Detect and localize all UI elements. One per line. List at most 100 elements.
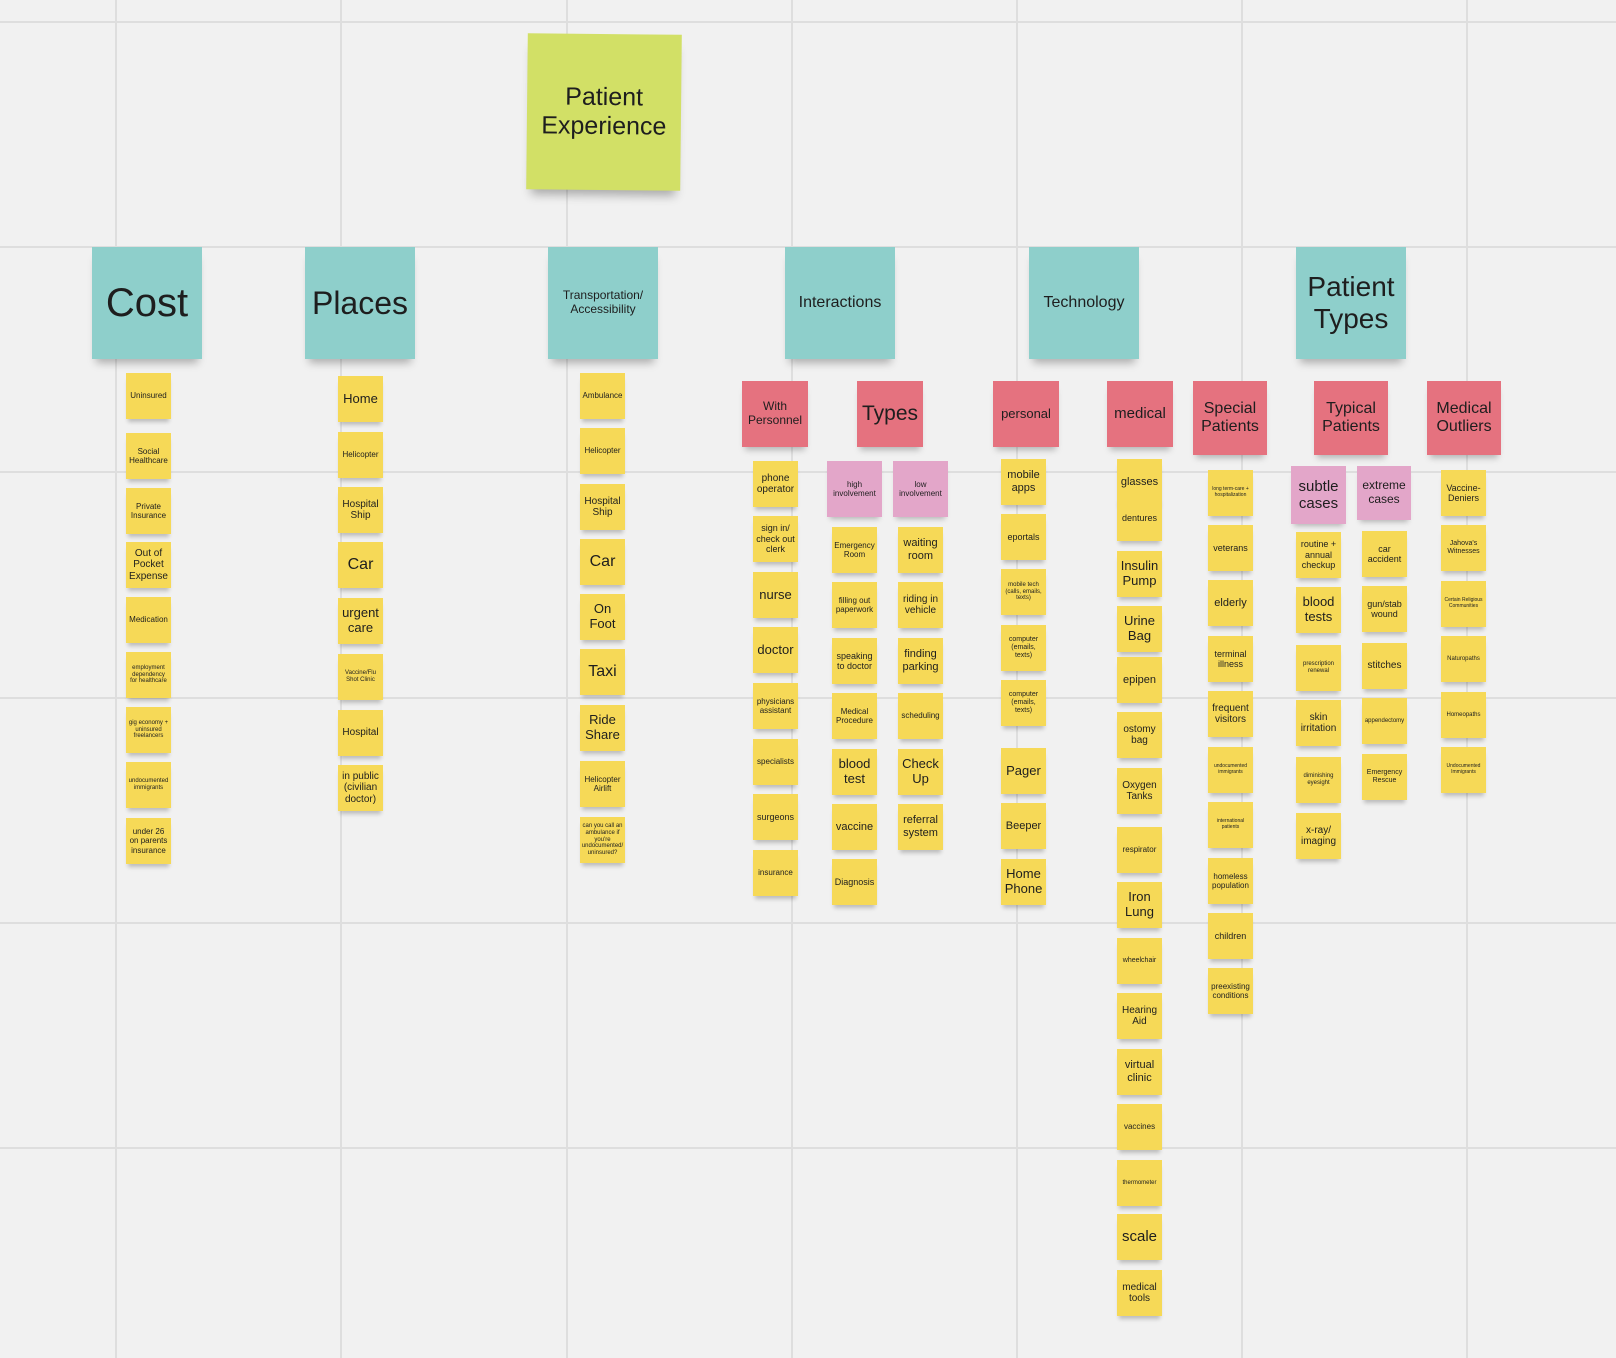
sticky-note-subcategory-medical[interactable]: medical [1107, 381, 1173, 447]
sticky-note-high-involvement[interactable]: high involvement [827, 461, 882, 517]
sticky-note[interactable]: Check Up [898, 749, 943, 795]
sticky-note[interactable]: Out of Pocket Expense [126, 542, 171, 588]
sticky-note[interactable]: wheelchair [1117, 938, 1162, 984]
sticky-note-category-cost[interactable]: Cost [92, 247, 202, 359]
sticky-note[interactable]: Vaccine/Flu Shot Clinic [338, 654, 383, 700]
sticky-note[interactable]: surgeons [753, 794, 798, 840]
sticky-note[interactable]: Car [338, 542, 383, 588]
sticky-note[interactable]: can you call an ambulance if you're undo… [580, 817, 625, 863]
sticky-note[interactable]: Helicopter [580, 428, 625, 474]
sticky-note[interactable]: long term-care + hospitalization [1208, 470, 1253, 516]
sticky-note[interactable]: appendectomy [1362, 698, 1407, 744]
sticky-note[interactable]: stitches [1362, 643, 1407, 689]
sticky-note[interactable]: blood test [832, 749, 877, 795]
sticky-note[interactable]: Hearing Aid [1117, 993, 1162, 1039]
sticky-note[interactable]: Hospital Ship [580, 484, 625, 530]
sticky-note[interactable]: mobile tech (calls, emails, texts) [1001, 569, 1046, 615]
sticky-note-category-patient-types[interactable]: Patient Types [1296, 247, 1406, 359]
sticky-note[interactable]: routine + annual checkup [1296, 532, 1341, 578]
sticky-note[interactable]: mobile apps [1001, 459, 1046, 505]
sticky-note[interactable]: international patients [1208, 802, 1253, 848]
sticky-note-category-transportation[interactable]: Transportation/ Accessibility [548, 247, 658, 359]
sticky-note[interactable]: Diagnosis [832, 859, 877, 905]
sticky-note[interactable]: Urine Bag [1117, 606, 1162, 652]
sticky-note[interactable]: Certain Religious Communities [1441, 581, 1486, 627]
sticky-note[interactable]: gun/stab wound [1362, 586, 1407, 632]
sticky-note[interactable]: speaking to doctor [832, 638, 877, 684]
sticky-note[interactable]: prescription renewal [1296, 645, 1341, 691]
sticky-note[interactable]: Vaccine-Deniers [1441, 470, 1486, 516]
sticky-note[interactable]: Jahova's Witnesses [1441, 525, 1486, 571]
sticky-note[interactable]: Ride Share [580, 705, 625, 751]
sticky-note-subcategory-special-patients[interactable]: Special Patients [1193, 381, 1267, 455]
sticky-note[interactable]: Emergency Room [832, 527, 877, 573]
sticky-note[interactable]: eportals [1001, 514, 1046, 560]
sticky-note[interactable]: phone operator [753, 461, 798, 507]
sticky-note[interactable]: Beeper [1001, 803, 1046, 849]
sticky-note[interactable]: physicians assistant [753, 683, 798, 729]
sticky-note[interactable]: ostomy bag [1117, 712, 1162, 758]
sticky-note[interactable]: preexisting conditions [1208, 968, 1253, 1014]
sticky-note[interactable]: nurse [753, 572, 798, 618]
sticky-note[interactable]: scale [1117, 1214, 1162, 1260]
sticky-note[interactable]: in public (civilian doctor) [338, 765, 383, 811]
sticky-note[interactable]: riding in vehicle [898, 582, 943, 628]
sticky-note[interactable]: Homeopaths [1441, 692, 1486, 738]
sticky-note-low-involvement[interactable]: low involvement [893, 461, 948, 517]
sticky-note[interactable]: children [1208, 913, 1253, 959]
sticky-note-category-places[interactable]: Places [305, 247, 415, 359]
sticky-note[interactable]: Car [580, 539, 625, 585]
sticky-note-category-interactions[interactable]: Interactions [785, 247, 895, 359]
sticky-note[interactable]: filling out paperwork [832, 582, 877, 628]
sticky-note-subcategory-typical-patients[interactable]: Typical Patients [1314, 381, 1388, 455]
sticky-note[interactable]: frequent visitors [1208, 691, 1253, 737]
sticky-note-subcategory-medical-outliers[interactable]: Medical Outliers [1427, 381, 1501, 455]
sticky-note[interactable]: gig economy + uninsured freelancers [126, 707, 171, 753]
sticky-note[interactable]: Home [338, 376, 383, 422]
sticky-note[interactable]: Insulin Pump [1117, 551, 1162, 597]
sticky-note[interactable]: undocumented immigrants [1208, 747, 1253, 793]
sticky-note[interactable]: specialists [753, 739, 798, 785]
sticky-note[interactable]: sign in/ check out clerk [753, 516, 798, 562]
sticky-note[interactable]: blood tests [1296, 587, 1341, 633]
sticky-note-subcategory-personal[interactable]: personal [993, 381, 1059, 447]
sticky-note[interactable]: terminal illness [1208, 636, 1253, 682]
sticky-note[interactable]: Taxi [580, 649, 625, 695]
sticky-note[interactable]: Medical Procedure [832, 693, 877, 739]
sticky-note[interactable]: Undocumented Immigrants [1441, 747, 1486, 793]
sticky-note[interactable]: Pager [1001, 748, 1046, 794]
sticky-note-subcategory-with-personnel[interactable]: With Personnel [742, 381, 808, 447]
sticky-note[interactable]: referral system [898, 804, 943, 850]
sticky-note[interactable]: elderly [1208, 580, 1253, 626]
sticky-note[interactable]: Social Healthcare [126, 433, 171, 479]
sticky-note[interactable]: Emergency Rescue [1362, 754, 1407, 800]
sticky-note[interactable]: computer (emails, texts) [1001, 680, 1046, 726]
sticky-note[interactable]: Helicopter [338, 432, 383, 478]
sticky-note[interactable]: computer (emails, texts) [1001, 625, 1046, 671]
sticky-note[interactable]: vaccines [1117, 1104, 1162, 1150]
sticky-note[interactable]: Ambulance [580, 373, 625, 419]
sticky-note[interactable]: On Foot [580, 594, 625, 640]
sticky-note-title[interactable]: Patient Experience [526, 33, 682, 191]
sticky-note[interactable]: car accident [1362, 531, 1407, 577]
sticky-note[interactable]: veterans [1208, 525, 1253, 571]
sticky-note[interactable]: Medication [126, 597, 171, 643]
sticky-note[interactable]: undocumented immigrants [126, 762, 171, 808]
sticky-note[interactable]: Uninsured [126, 373, 171, 419]
sticky-note[interactable]: thermometer [1117, 1160, 1162, 1206]
sticky-note-category-technology[interactable]: Technology [1029, 247, 1139, 359]
sticky-note-subtle-cases[interactable]: subtle cases [1291, 466, 1346, 524]
sticky-note[interactable]: Hospital Ship [338, 487, 383, 533]
sticky-note[interactable]: virtual clinic [1117, 1049, 1162, 1095]
sticky-note[interactable]: vaccine [832, 804, 877, 850]
sticky-note[interactable]: Hospital [338, 710, 383, 756]
sticky-note-subcategory-types[interactable]: Types [857, 381, 923, 447]
sticky-note[interactable]: scheduling [898, 693, 943, 739]
sticky-note[interactable]: epipen [1117, 657, 1162, 703]
sticky-note[interactable]: waiting room [898, 527, 943, 573]
sticky-note[interactable]: medical tools [1117, 1270, 1162, 1316]
sticky-note[interactable]: Home Phone [1001, 859, 1046, 905]
sticky-note[interactable]: Naturopaths [1441, 636, 1486, 682]
sticky-note[interactable]: Iron Lung [1117, 882, 1162, 928]
